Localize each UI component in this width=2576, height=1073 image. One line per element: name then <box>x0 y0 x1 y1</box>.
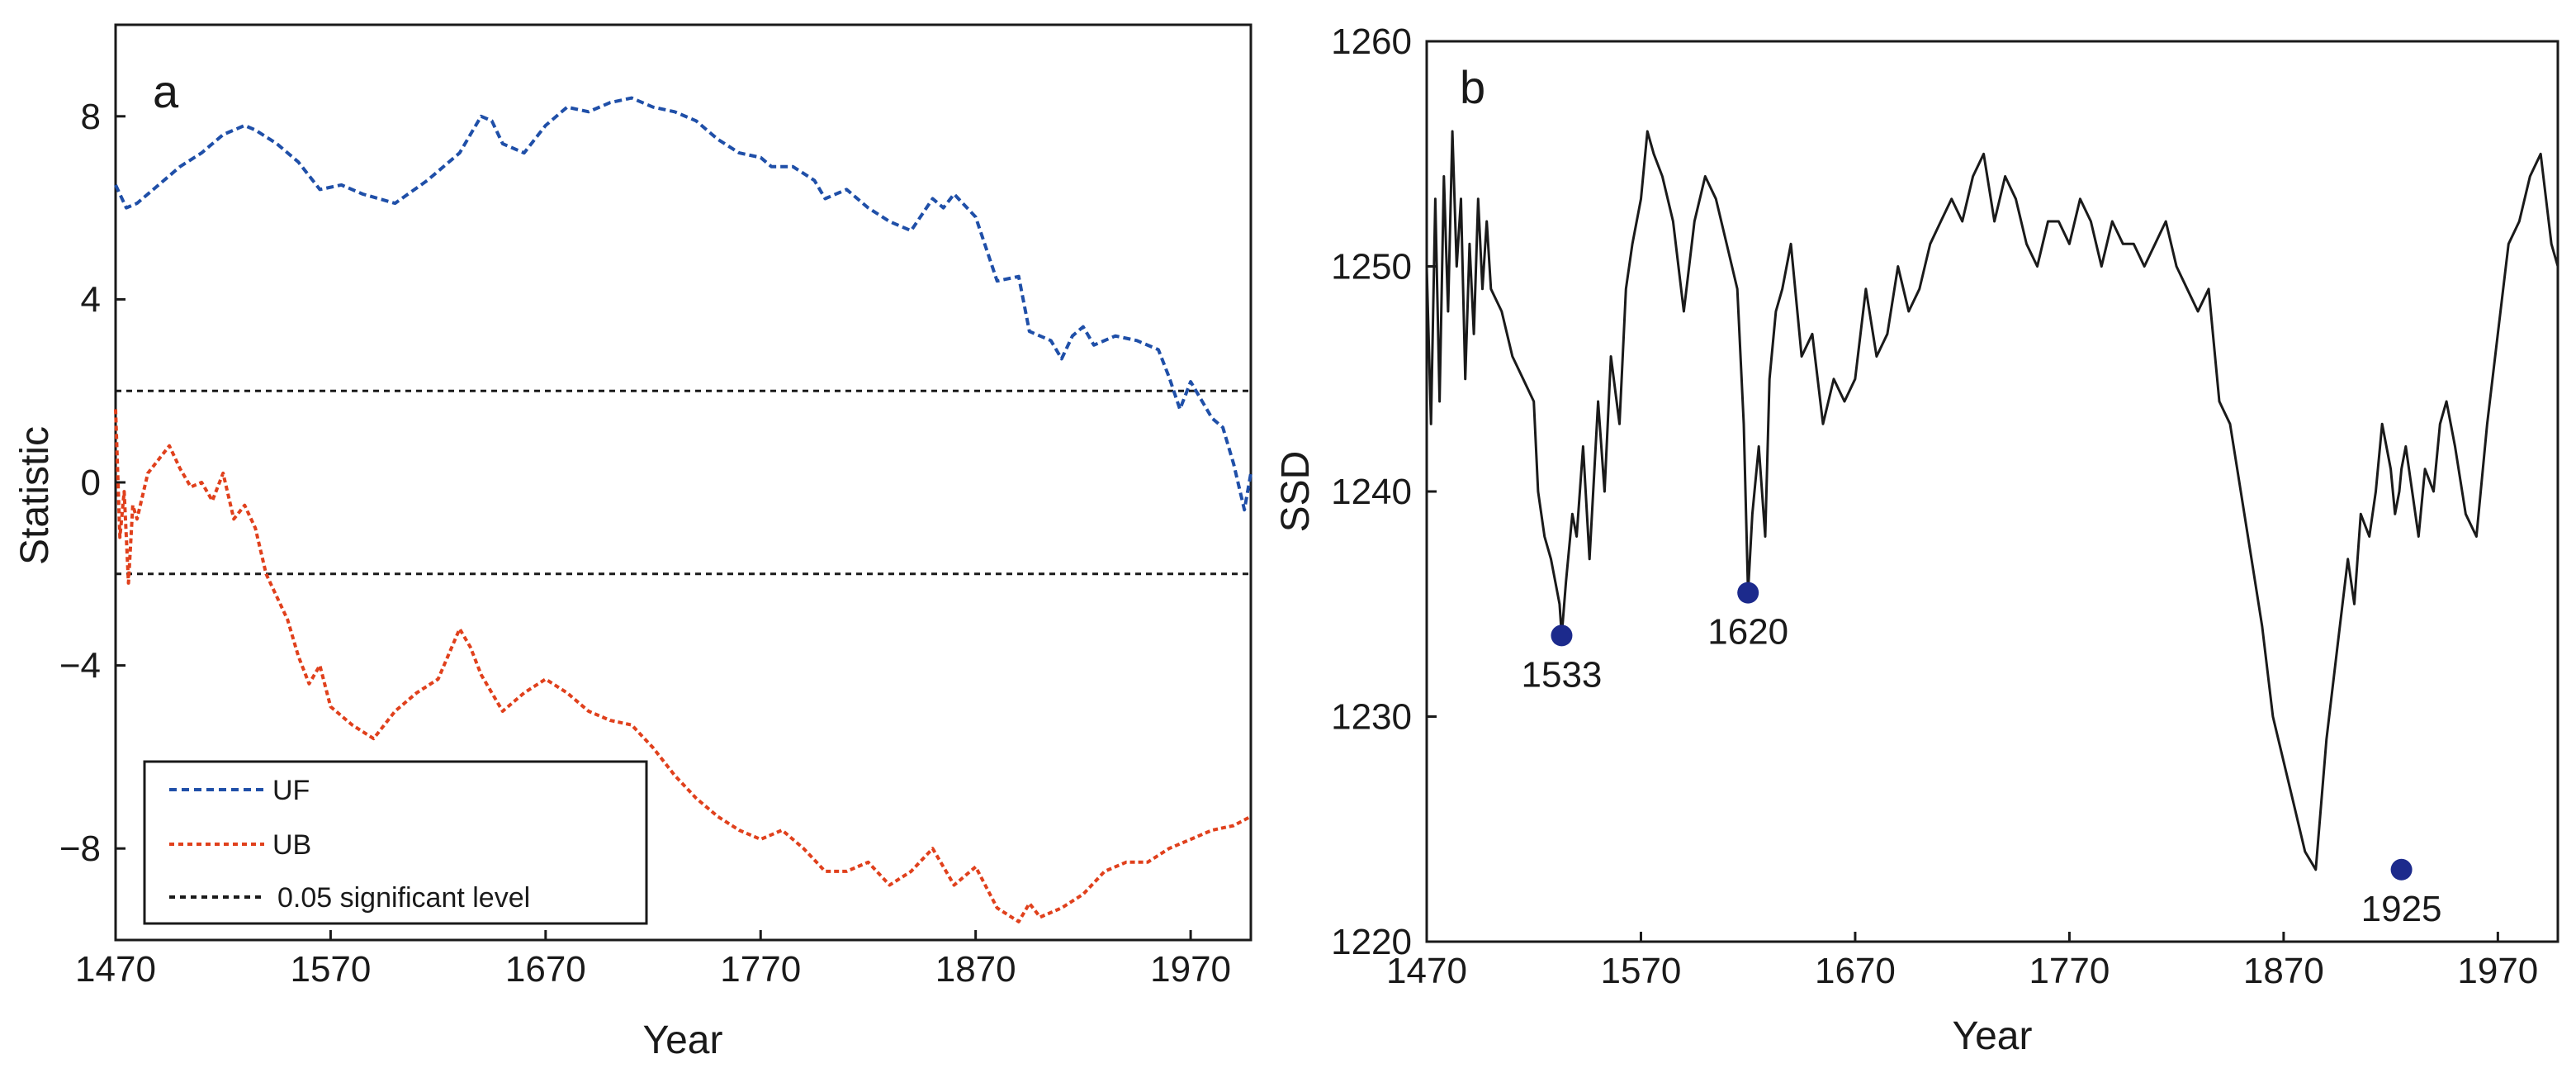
panel-b-series <box>1425 130 2559 871</box>
panel-a-y-tick-label: 8 <box>81 97 101 137</box>
series-line-uf <box>114 96 1252 512</box>
panel-a-y-axis-label: Statistic <box>13 426 57 565</box>
legend-label-uf: UF <box>272 775 310 806</box>
panel-a-y-tick-label: −8 <box>59 828 101 869</box>
panel-b-y-tick-label: 1250 <box>1331 247 1412 287</box>
panel-a-significance-lines <box>116 389 1251 576</box>
panel-b-x-tick-label: 1770 <box>2029 951 2110 991</box>
minimum-marker <box>1737 582 1759 604</box>
panel-b-x-axis-label: Year <box>1953 1014 2033 1058</box>
panel-a-x-ticks: 1470 1570 1670 1770 1870 1970 <box>75 930 1231 990</box>
panel-a: a 1470 1570 1670 1770 1870 1970 840−4−8 Year … <box>13 23 1252 1062</box>
panel-b: b 1470 1570 1670 1770 1870 1970 1260125012401… <box>1274 21 2559 1058</box>
panel-b-y-tick-label: 1240 <box>1331 472 1412 512</box>
minimum-marker-label: 1620 <box>1707 612 1788 653</box>
panel-a-x-tick-label: 1670 <box>505 949 586 990</box>
panel-b-x-tick-label: 1970 <box>2457 951 2538 991</box>
panel-a-y-tick-label: 0 <box>81 463 101 503</box>
panel-a-x-tick-label: 1770 <box>720 949 801 990</box>
minimum-marker-label: 1533 <box>1522 654 1603 695</box>
panel-a-x-axis-label: Year <box>643 1018 723 1062</box>
panel-a-y-tick-label: −4 <box>59 646 101 686</box>
series-line-ub <box>114 409 1252 923</box>
panel-b-frame <box>1425 40 2559 943</box>
legend-label-significance: 0.05 significant level <box>277 882 530 914</box>
minimum-marker <box>2390 858 2413 881</box>
panel-b-x-ticks: 1470 1570 1670 1770 1870 1970 <box>1386 932 2538 991</box>
series-line-ssd <box>1425 130 2559 871</box>
panel-a-series <box>114 96 1252 923</box>
panel-b-y-tick-label: 1220 <box>1331 922 1412 962</box>
minimum-marker-label: 1925 <box>2361 889 2442 929</box>
panel-a-y-ticks: 8 4 0 −4 −8 <box>59 97 125 869</box>
panel-a-x-tick-label: 1870 <box>935 949 1016 990</box>
panel-a-y-tick-label: 4 <box>81 279 101 320</box>
panel-a-letter: a <box>153 65 179 117</box>
panel-b-y-ticks: 1260 1250 1240 1230 1220 <box>1331 21 1437 962</box>
panel-b-x-tick-label: 1570 <box>1601 951 1682 991</box>
legend-label-ub: UB <box>272 829 311 861</box>
panel-b-letter: b <box>1460 61 1485 113</box>
panel-b-minimum-markers: 1533 1620 1925 <box>1522 582 2442 929</box>
panel-a-legend: UF UB 0.05 significant level <box>143 760 648 925</box>
panel-b-y-tick-label: 1230 <box>1331 697 1412 738</box>
minimum-marker <box>1551 624 1573 647</box>
panel-b-x-tick-label: 1670 <box>1815 951 1896 991</box>
panel-a-x-tick-label: 1970 <box>1150 949 1231 990</box>
panel-b-x-tick-label: 1470 <box>1386 951 1467 991</box>
panel-a-x-tick-label: 1470 <box>75 949 156 990</box>
panel-b-x-tick-label: 1870 <box>2243 951 2324 991</box>
panel-a-x-tick-label: 1570 <box>290 949 371 990</box>
panel-b-y-axis-label: SSD <box>1274 451 1318 533</box>
panel-b-y-tick-label: 1260 <box>1331 21 1412 62</box>
